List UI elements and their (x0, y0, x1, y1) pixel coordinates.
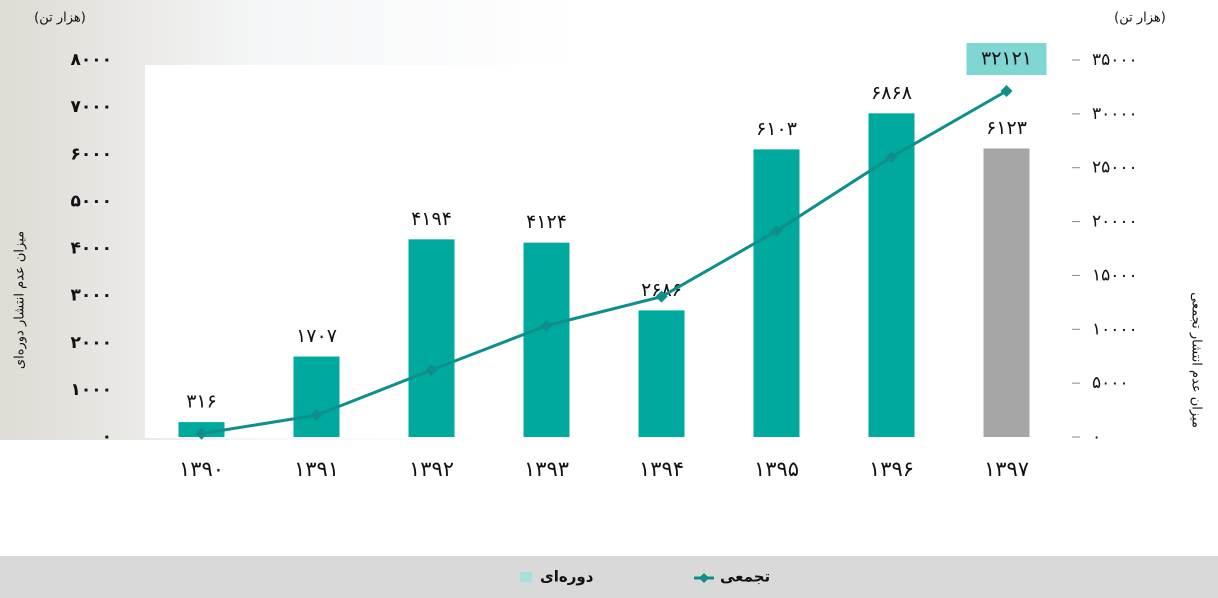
y2-tick-label: ۰ (1092, 427, 1101, 447)
y-axis-label: میزان عدم انتشار دوره‌ای (13, 231, 28, 369)
x-tick-label: ۱۳۹۰ (179, 457, 224, 481)
line-marker (195, 427, 208, 440)
y2-tick-label: ۵۰۰۰ (1092, 373, 1129, 393)
y-tick-label: ۰ (102, 427, 112, 447)
data-label: ۳۲۱۲۱ (981, 48, 1032, 70)
line-marker (540, 319, 553, 332)
y2-axis-label: میزان عدم انتشار تجمعی (1189, 292, 1204, 428)
bar (983, 148, 1030, 438)
y2-tick-label: ۱۰۰۰۰ (1092, 319, 1138, 339)
y-tick-label: ۷۰۰۰ (70, 97, 112, 117)
y-tick-label: ۲۰۰۰ (70, 333, 112, 353)
data-label-box (966, 43, 1047, 76)
y-tick-label: ۵۰۰۰ (70, 191, 112, 211)
x-tick-label: ۱۳۹۶ (869, 457, 914, 481)
line-marker (1000, 85, 1013, 98)
data-label: ۶۱۲۳ (986, 117, 1027, 139)
bar (293, 356, 340, 437)
line-marker (885, 150, 898, 163)
legend-label: دوره‌ای (540, 568, 594, 586)
x-tick-label: ۱۳۹۱ (294, 457, 339, 481)
legend-marker (699, 573, 709, 583)
data-label: ۴۱۲۴ (526, 211, 567, 233)
line-marker (655, 290, 668, 303)
line (201, 89, 1008, 436)
x-tick-label: ۱۳۹۵ (754, 457, 799, 481)
line-marker (310, 409, 323, 422)
y2-tick-label: ۳۰۰۰۰ (1092, 104, 1138, 124)
x-tick-label: ۱۳۹۲ (409, 457, 454, 481)
x-tick-label: ۱۳۹۳ (524, 457, 569, 481)
data-label: ۳۱۶ (186, 391, 217, 413)
x-tick-label: ۱۳۹۴ (639, 457, 684, 481)
legend-swatch (520, 572, 532, 582)
y2-tick-label: ۲۰۰۰۰ (1092, 212, 1138, 232)
bar (408, 239, 455, 437)
data-label: ۲۶۸۶ (641, 279, 682, 301)
legend-band (0, 556, 1218, 598)
y-unit-label: (هزار تن) (34, 11, 86, 26)
y2-tick-label: ۱۵۰۰۰ (1092, 265, 1138, 285)
data-label: ۴۱۹۴ (411, 208, 452, 230)
y2-unit-label: (هزار تن) (1114, 11, 1166, 26)
legend-label: تجمعی (720, 568, 770, 586)
bar (523, 242, 570, 437)
line-marker (770, 224, 783, 237)
data-label: ۶۱۰۳ (756, 118, 797, 140)
y-tick-label: ۶۰۰۰ (70, 144, 112, 164)
y-tick-label: ۱۰۰۰ (70, 380, 112, 400)
y2-tick-label: ۲۵۰۰۰ (1092, 158, 1138, 178)
bar (638, 310, 685, 437)
y2-tick-label: ۳۵۰۰۰ (1092, 50, 1138, 70)
data-label: ۱۷۰۷ (296, 325, 337, 347)
y-tick-label: ۳۰۰۰ (70, 286, 112, 306)
line-marker (425, 364, 438, 377)
y-tick-label: ۴۰۰۰ (70, 239, 112, 259)
bar (753, 149, 800, 437)
plot-area (145, 65, 1075, 438)
y-tick-label: ۸۰۰۰ (70, 50, 112, 70)
data-label: ۶۸۶۸ (871, 82, 912, 104)
x-tick-label: ۱۳۹۷ (984, 457, 1029, 481)
